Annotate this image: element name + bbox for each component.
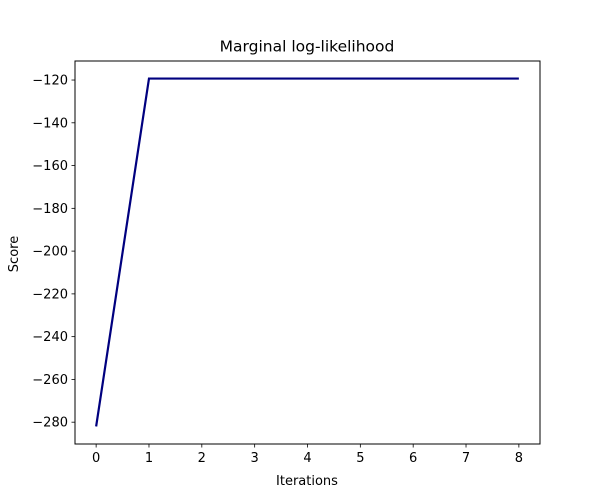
x-axis-label: Iterations (276, 474, 338, 489)
x-tick-label: 7 (462, 451, 470, 466)
y-tick-label: −220 (32, 287, 68, 302)
y-tick-label: −280 (32, 416, 68, 431)
axes-frame (74, 60, 541, 445)
y-axis-label: Score (7, 236, 22, 272)
y-tick-label: −260 (32, 373, 68, 388)
x-tick-label: 0 (92, 451, 100, 466)
series-line (95, 77, 519, 427)
y-tick-label: −200 (32, 245, 68, 260)
y-tick-label: −240 (32, 330, 68, 345)
x-tick-label: 5 (356, 451, 364, 466)
x-tick-label: 2 (198, 451, 206, 466)
x-tick-label: 8 (515, 451, 523, 466)
y-tick-label: −140 (32, 116, 68, 131)
y-tick-label: −160 (32, 159, 68, 174)
x-tick-label: 1 (145, 451, 153, 466)
plot-area: −120 −140 −160 −180 −200 −220 −240 −260 −280 0 1 2 3… (32, 74, 523, 466)
y-tick-label: −180 (32, 202, 68, 217)
y-tick-label: −120 (32, 74, 68, 89)
x-tick-label: 6 (409, 451, 417, 466)
chart-title: Marginal log-likelihood (220, 38, 395, 56)
x-tick-label: 4 (303, 451, 311, 466)
x-tick-label: 3 (251, 451, 259, 466)
